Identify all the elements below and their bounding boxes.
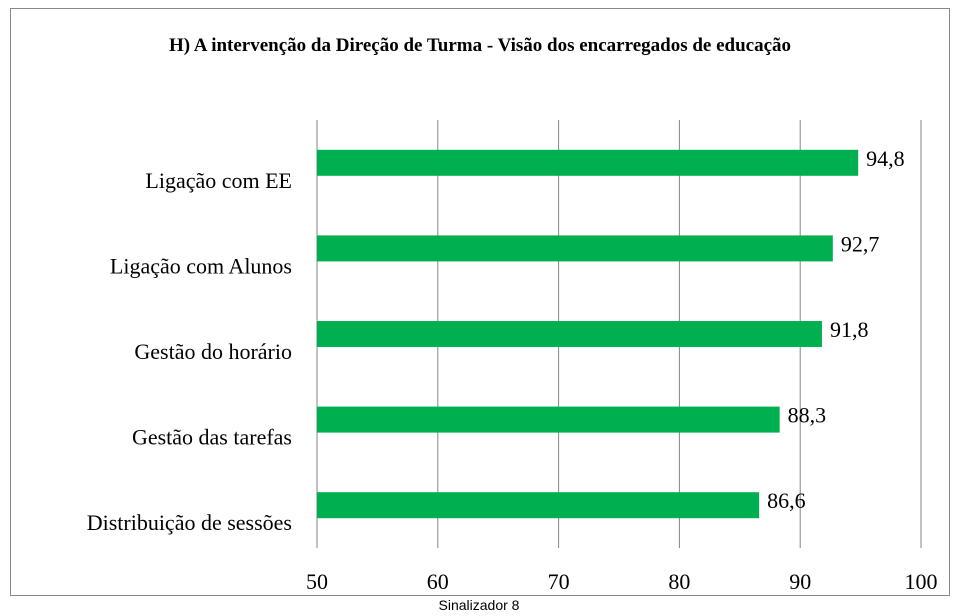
x-tick-label: 90 xyxy=(789,569,811,594)
x-tick-label: 50 xyxy=(306,569,328,594)
x-tick-label: 100 xyxy=(905,569,938,594)
x-tick-label: 70 xyxy=(548,569,570,594)
y-tick-label: Ligação com EE xyxy=(145,168,292,193)
y-tick-label: Distribuição de sessões xyxy=(87,510,292,535)
bar xyxy=(317,406,780,433)
data-label: 94,8 xyxy=(866,146,905,171)
bar xyxy=(317,235,833,262)
caption: Sinalizador 8 xyxy=(438,597,520,613)
y-tick-label: Gestão do horário xyxy=(134,339,292,364)
data-label: 91,8 xyxy=(830,317,869,342)
bar xyxy=(317,321,822,347)
bar xyxy=(317,492,760,519)
x-tick-label: 60 xyxy=(427,569,449,594)
chart-title: H) A intervenção da Direção de Turma - V… xyxy=(168,35,792,56)
data-label: 92,7 xyxy=(841,231,880,256)
bar xyxy=(317,149,859,176)
data-label: 88,3 xyxy=(788,403,827,428)
x-tick-label: 80 xyxy=(668,569,690,594)
y-tick-label: Gestão das tarefas xyxy=(132,425,292,450)
data-label: 86,6 xyxy=(767,488,806,513)
y-tick-label: Ligação com Alunos xyxy=(110,253,292,278)
